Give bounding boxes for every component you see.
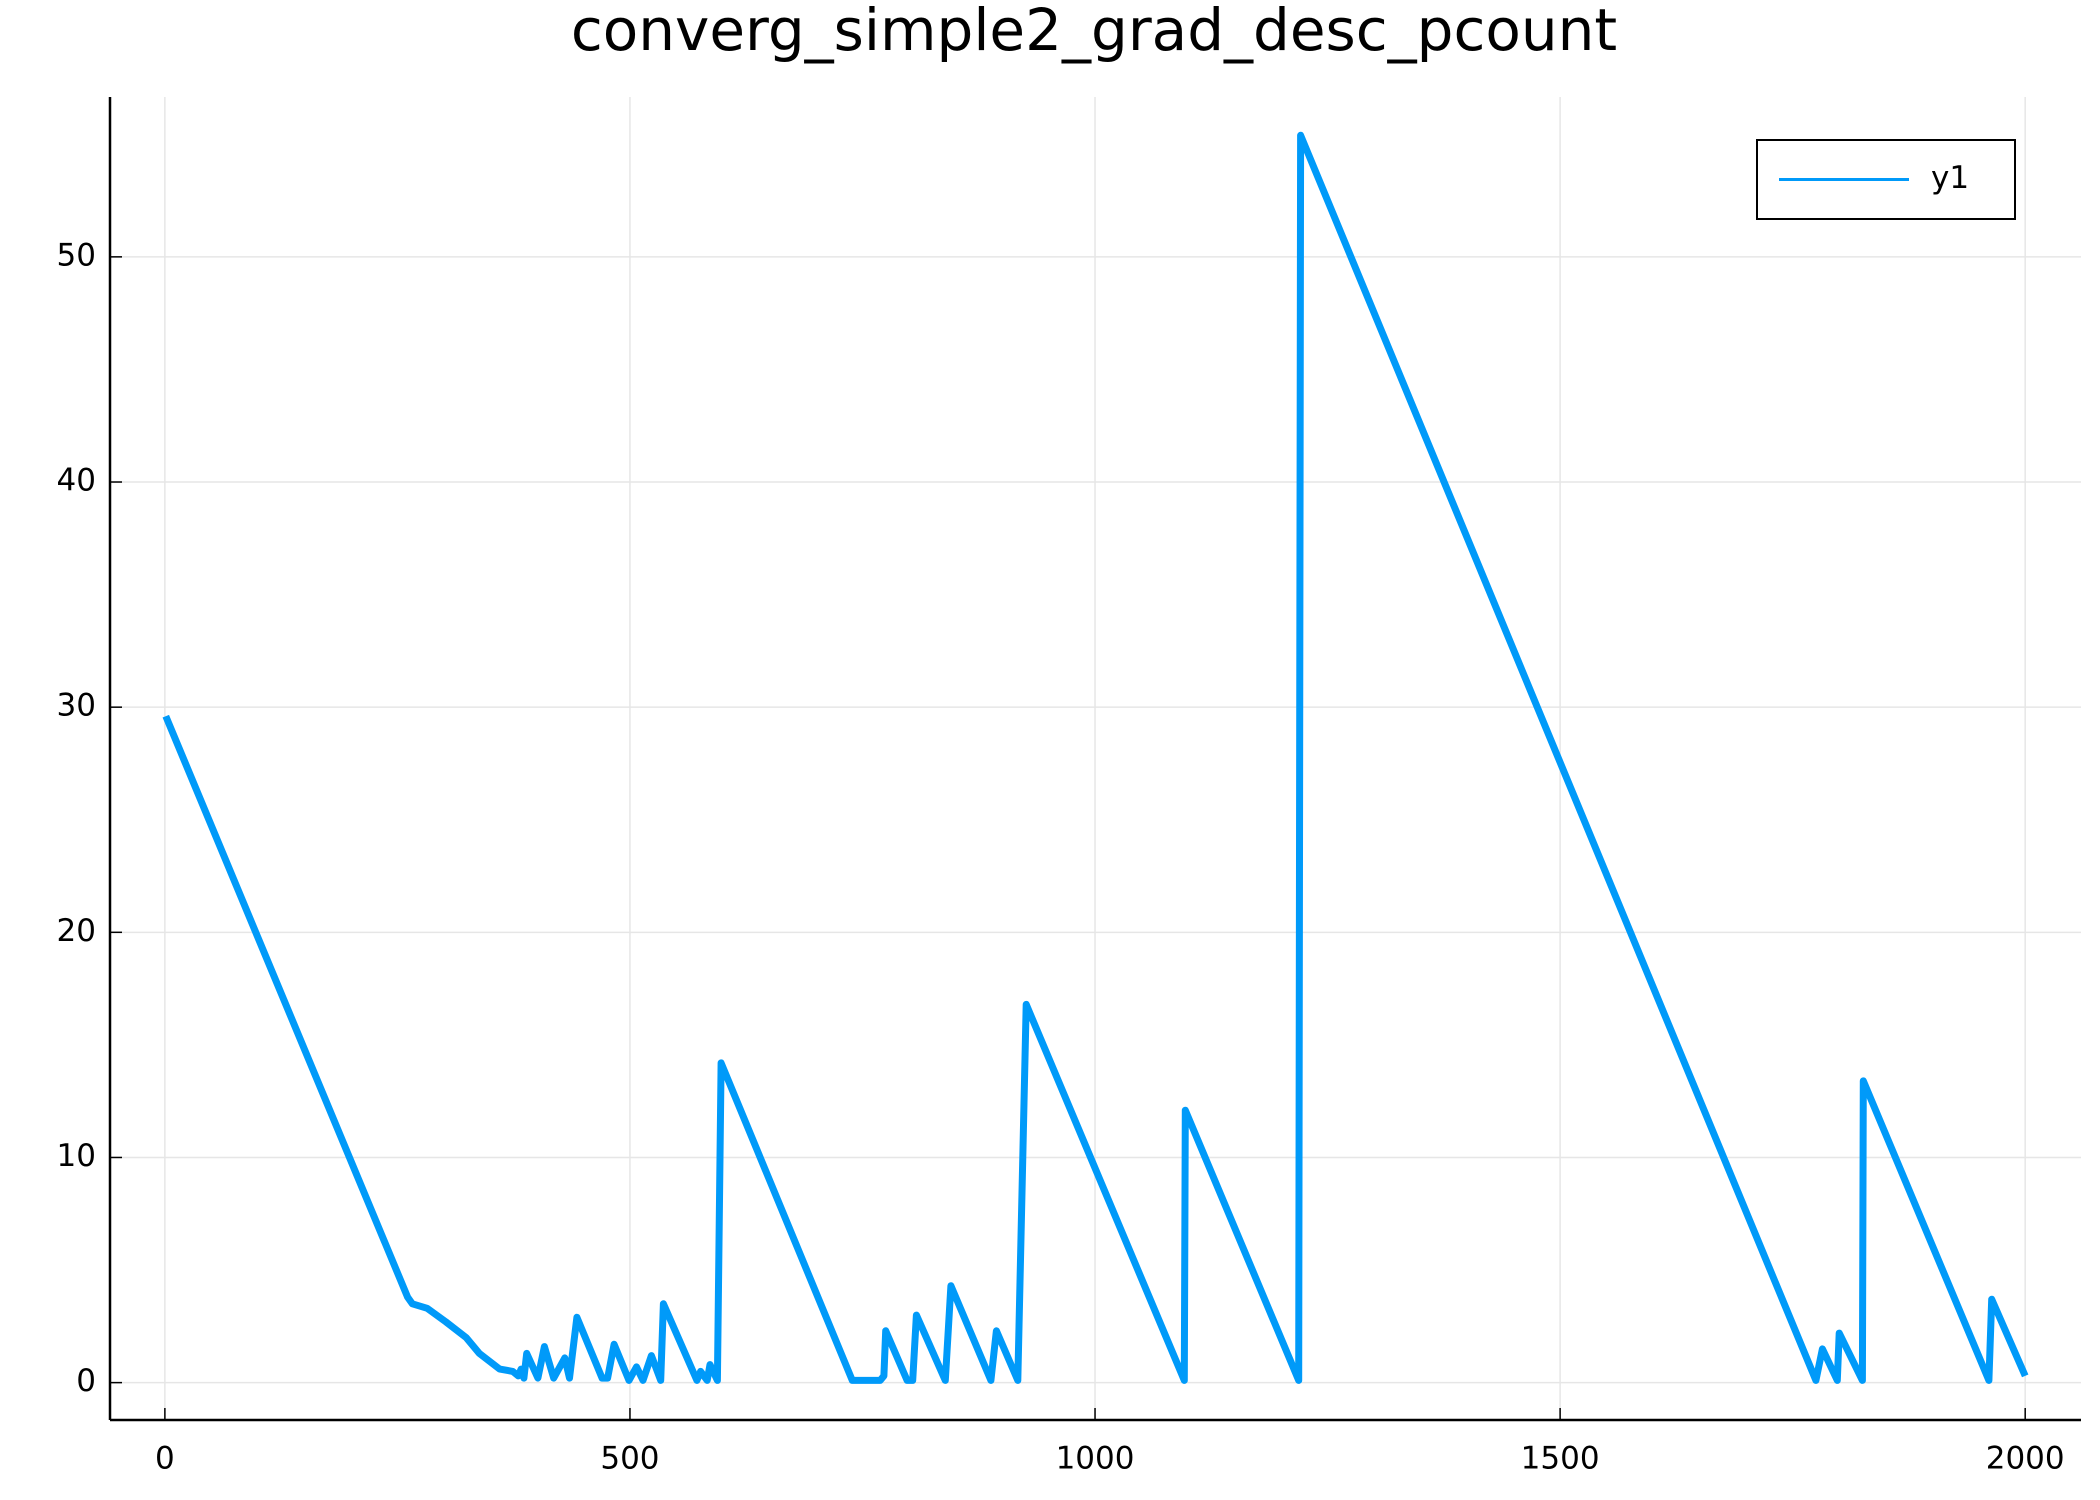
y-tick-label: 50: [57, 237, 96, 273]
data-line: [162, 131, 2029, 1384]
x-tick-label: 1500: [1521, 1441, 1600, 1477]
y-tick-label: 10: [57, 1138, 96, 1174]
x-tick-label: 0: [155, 1441, 175, 1477]
y-tick-label: 40: [57, 463, 96, 499]
x-tick-label: 1000: [1056, 1441, 1135, 1477]
y-tick-label: 0: [76, 1363, 96, 1399]
chart-title: converg_simple2_grad_desc_pcount: [571, 0, 1617, 64]
x-tick-label: 500: [600, 1441, 659, 1477]
y-tick-label: 30: [57, 688, 96, 724]
y-tick-label: 20: [57, 913, 96, 949]
legend-label: y1: [1931, 160, 1969, 196]
x-tick-label: 2000: [1986, 1441, 2065, 1477]
